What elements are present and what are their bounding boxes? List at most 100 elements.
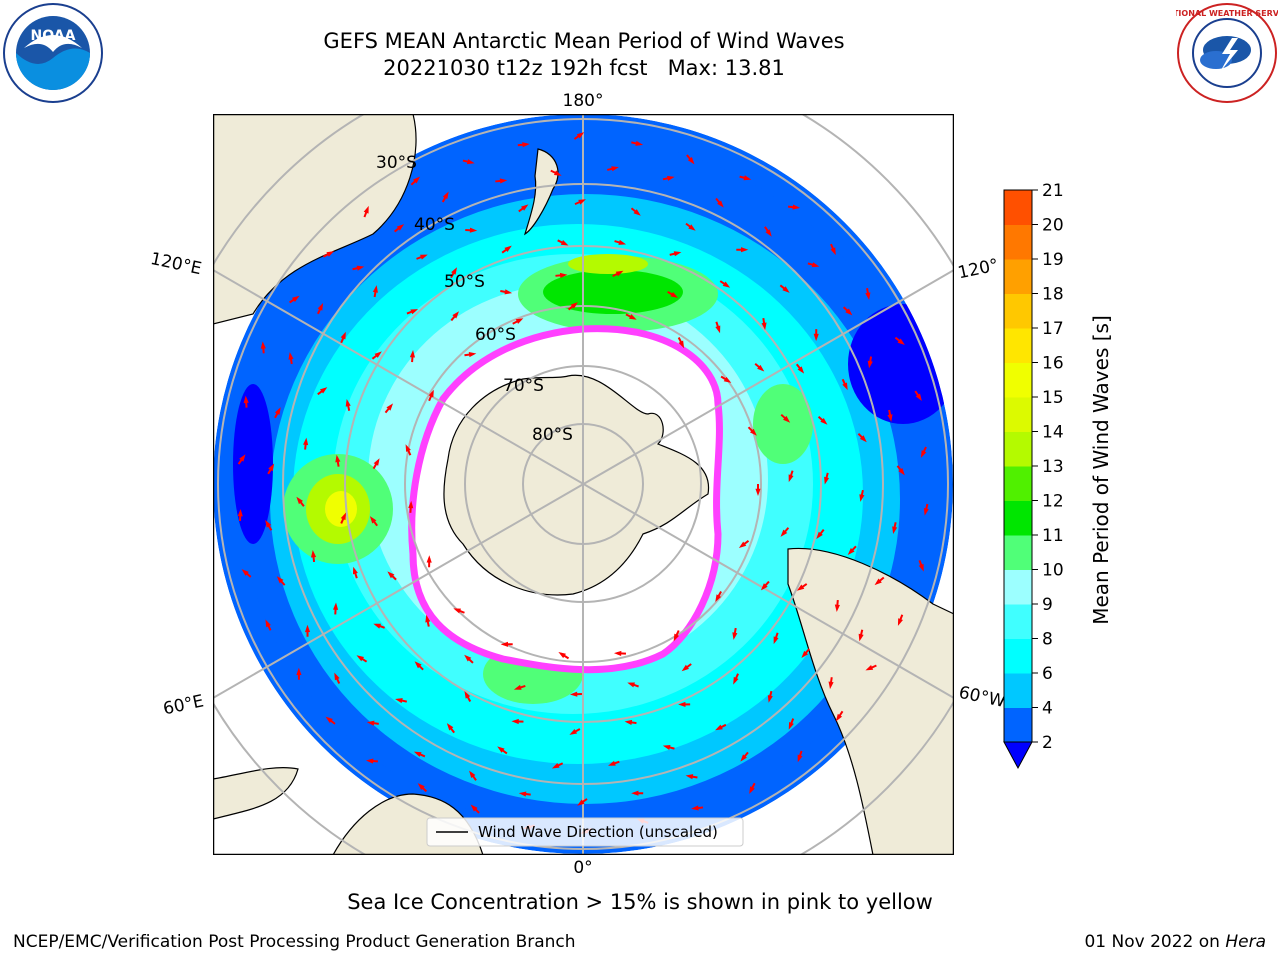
wave-direction-arrowhead [304, 624, 311, 633]
svg-text:NOAA: NOAA [31, 28, 76, 44]
colorbar-tick-label: 17 [1042, 319, 1064, 339]
footer-date-text: 01 Nov 2022 on [1084, 932, 1226, 952]
wave-direction-arrowhead [757, 364, 765, 372]
wave-direction-arrowhead [356, 265, 365, 271]
footer-date: 01 Nov 2022 on Hera [1084, 932, 1266, 952]
wave-direction-arrowhead [667, 175, 675, 181]
wave-direction-arrowhead [386, 403, 394, 411]
wave-direction-arrowhead [373, 623, 382, 629]
wave-direction-arrowhead [570, 302, 578, 309]
colorbar-tick-label: 12 [1042, 492, 1064, 512]
wave-direction-arrowhead [767, 695, 773, 703]
wave-direction-arrowhead [723, 376, 732, 383]
colorbar-ticks: 2 4 6 8 9 10 11 12 13 14 15 16 17 18 19 20 21 [1032, 181, 1064, 753]
wave-direction-arrowhead [373, 458, 380, 466]
chart-title: GEFS MEAN Antarctic Mean Period of Wind … [0, 28, 1168, 82]
wave-direction-arrowhead [469, 770, 476, 778]
wave-direction-arrowhead [801, 650, 809, 659]
wave-direction-arrowhead [442, 191, 449, 200]
wave-direction-arrowhead [569, 691, 578, 697]
wave-direction-arrowhead [551, 763, 560, 769]
wave-direction-arrowhead [780, 529, 788, 537]
wave-direction-arrowhead [332, 602, 339, 610]
wave-direction-arrowhead [366, 720, 375, 726]
colorbar-under-arrow [1003, 741, 1033, 770]
wave-direction-arrowhead [303, 437, 309, 446]
wave-direction-arrowhead [613, 650, 622, 656]
wave-direction-arrowhead [898, 468, 905, 476]
wave-direction-arrowhead [560, 240, 569, 246]
wave-direction-arrowhead [497, 746, 505, 753]
lon-label-left-lower: 60°E [161, 691, 205, 719]
wave-direction-arrowhead [678, 340, 685, 349]
antarctica-land [443, 374, 710, 596]
wave-direction-arrowhead [413, 751, 422, 757]
wave-direction-arrowhead [670, 291, 679, 298]
wave-direction-arrowhead [627, 682, 636, 688]
wave-direction-arrowhead [788, 721, 794, 730]
colorbar-swatch [1004, 466, 1032, 501]
wave-direction-arrowhead [241, 569, 249, 576]
wave-direction-arrowhead [792, 204, 801, 210]
wave-direction-arrowhead [813, 333, 819, 342]
wave-direction-arrowhead [464, 691, 471, 699]
colorbar-swatch [1004, 707, 1032, 743]
wave-direction-arrowhead [239, 454, 246, 462]
wave-direction-arrowhead [292, 295, 300, 303]
lon-label-top: 180° [563, 91, 604, 111]
wave-direction-arrowhead [755, 488, 761, 496]
colorbar-swatch [1004, 190, 1032, 225]
wave-direction-arrowhead [673, 251, 682, 257]
wave-direction-arrowhead [765, 229, 772, 237]
wave-direction-arrowhead [296, 667, 302, 676]
wave-direction-arrowhead [816, 531, 823, 540]
colorbar: 2 4 6 8 9 10 11 12 13 14 15 16 17 18 19 20 21 Mean Perio… [1003, 181, 1113, 770]
wave-direction-arrowhead [678, 701, 686, 707]
wave-direction-arrowhead [761, 322, 767, 331]
wave-direction-arrowhead [466, 159, 475, 165]
wave-direction-arrowhead [685, 774, 694, 780]
wave-direction-arrowhead [688, 224, 696, 231]
wave-direction-arrowhead [504, 289, 513, 295]
wave-direction-arrowhead [865, 665, 874, 671]
wave-direction-arrowhead [740, 247, 749, 253]
map-border [213, 114, 954, 855]
colorbar-tick-label: 6 [1042, 664, 1053, 684]
wave-direction-arrowhead [410, 309, 419, 315]
wave-direction-arrowhead [569, 729, 578, 735]
wave-direction-arrowhead [797, 754, 803, 763]
wave-direction-arrowhead [499, 178, 508, 184]
wave-direction-arrowhead [691, 805, 699, 811]
wave-direction-arrowhead [828, 681, 834, 690]
wave-direction-arrowhead [681, 664, 690, 672]
wave-direction-arrowhead [288, 352, 294, 360]
lon-label-left-upper: 120°E [149, 249, 204, 279]
colorbar-tick-label: 18 [1042, 285, 1064, 305]
wave-direction-arrowhead [325, 716, 333, 724]
wave-direction-arrowhead [559, 272, 568, 278]
colorbar-tick-label: 2 [1042, 733, 1053, 753]
colorbar-swatch [1004, 604, 1032, 639]
colorbar-tick-label: 16 [1042, 354, 1064, 374]
footer-credit: NCEP/EMC/Verification Post Processing Pr… [13, 932, 576, 952]
wave-direction-arrowhead [356, 655, 365, 662]
madagascar-land [213, 767, 299, 820]
wave-direction-arrowhead [796, 584, 805, 591]
wave-direction-arrowhead [576, 132, 585, 139]
wave-direction-arrowhead [340, 512, 347, 521]
wave-direction-arrowhead [923, 507, 929, 516]
wave-direction-arrowhead [452, 311, 460, 319]
wave-direction-arrowhead [820, 417, 828, 425]
wave-direction-arrowhead [409, 350, 416, 358]
wave-direction-arrowhead [835, 713, 843, 722]
wave-direction-arrowhead [897, 338, 905, 346]
wave-direction-arrowhead [274, 407, 281, 415]
wave-direction-arrowhead [511, 718, 519, 725]
wave-direction-arrowhead [847, 548, 855, 556]
wave-direction-arrowhead [662, 744, 671, 750]
polar-map: Wind Wave Direction (unscaled) [213, 114, 954, 855]
noaa-logo-icon: NOAA [3, 3, 103, 103]
wave-direction-arrowhead [749, 428, 757, 436]
colorbar-swatch [1004, 224, 1032, 260]
colorbar-tick-label: 8 [1042, 630, 1053, 650]
